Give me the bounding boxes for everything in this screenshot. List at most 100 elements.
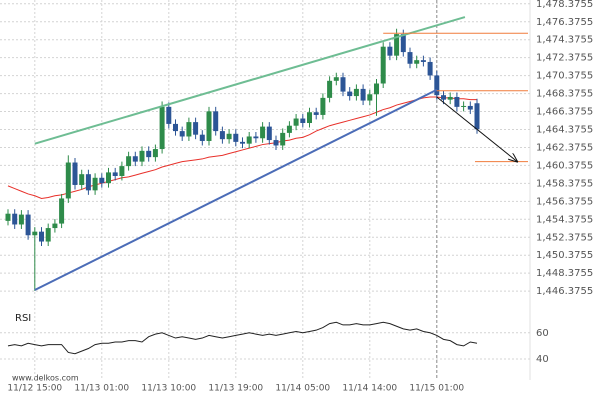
- candle-body: [360, 88, 366, 101]
- candle-body: [467, 105, 473, 110]
- candle-body: [12, 213, 18, 225]
- y-tick-label: 1,466.3755: [536, 107, 593, 118]
- y-tick-label: 1,464.3755: [536, 125, 593, 136]
- trend-line: [34, 88, 438, 291]
- candle-body: [347, 91, 353, 97]
- candle-body: [374, 83, 379, 95]
- candle-body: [260, 126, 266, 139]
- candle-body: [441, 95, 446, 100]
- candle-body: [327, 80, 333, 98]
- candle-body: [380, 46, 386, 84]
- candle-body: [52, 223, 58, 229]
- y-tick-label: 1,452.3755: [536, 232, 593, 243]
- trend-line: [34, 16, 466, 145]
- candle-body: [394, 34, 400, 56]
- candle-body: [126, 156, 132, 167]
- candle-body: [112, 172, 118, 176]
- candle-body: [226, 133, 232, 140]
- rsi-tick-label: 40: [536, 354, 549, 365]
- candle-body: [246, 136, 252, 144]
- candle-body: [266, 126, 272, 141]
- y-tick-label: 1,456.3755: [536, 196, 593, 207]
- candle-body: [99, 177, 105, 184]
- candle-body: [367, 94, 373, 101]
- candle-body: [199, 134, 205, 141]
- candle-body: [146, 150, 152, 158]
- candle-body: [474, 103, 480, 130]
- y-tick-label: 1,450.3755: [536, 250, 593, 261]
- candle-body: [45, 228, 51, 242]
- candle-body: [18, 214, 24, 225]
- x-tick-label: 11/13 19:00: [208, 384, 263, 394]
- candle-body: [253, 136, 259, 139]
- candle-body: [400, 34, 406, 53]
- candle-body: [307, 112, 312, 124]
- candle-body: [333, 77, 339, 81]
- candle-body: [72, 162, 78, 185]
- candle-body: [273, 140, 279, 146]
- candle-body: [92, 177, 98, 191]
- x-tick-label: 11/15 01:00: [409, 384, 464, 394]
- candle-body: [106, 172, 111, 184]
- candle-body: [219, 131, 225, 140]
- candle-body: [407, 52, 413, 64]
- candle-body: [233, 133, 239, 142]
- candle-body: [39, 231, 44, 242]
- candle-body: [387, 46, 393, 56]
- candle-body: [173, 123, 178, 132]
- candle-body: [25, 214, 31, 236]
- candle-body: [427, 61, 433, 76]
- candle-body: [139, 150, 145, 162]
- candle-body: [85, 174, 91, 191]
- watermark: www.delkos.com: [12, 374, 79, 383]
- candle-body: [179, 131, 185, 137]
- rsi-line: [7, 321, 478, 355]
- candle-body: [286, 125, 292, 133]
- candle-body: [313, 112, 319, 115]
- y-tick-label: 1,462.3755: [536, 142, 593, 153]
- x-tick-label: 11/12 15:00: [7, 384, 62, 394]
- y-tick-label: 1,454.3755: [536, 214, 593, 225]
- candle-body: [414, 60, 420, 64]
- candle-body: [32, 231, 38, 236]
- candle-body: [447, 96, 453, 100]
- y-tick-label: 1,458.3755: [536, 178, 593, 189]
- candle-body: [280, 132, 286, 146]
- candle-body: [454, 96, 460, 107]
- candle-body: [159, 106, 165, 150]
- candle-body: [166, 106, 172, 124]
- y-tick-label: 1,448.3755: [536, 268, 593, 279]
- candle-body: [213, 111, 219, 132]
- candle-body: [65, 162, 71, 199]
- y-tick-label: 1,478.3755: [536, 0, 593, 10]
- x-tick-label: 11/14 14:00: [342, 384, 397, 394]
- y-tick-label: 1,472.3755: [536, 53, 593, 64]
- candle-body: [240, 141, 245, 144]
- x-tick-label: 11/13 01:00: [74, 384, 129, 394]
- candle-body: [420, 60, 426, 62]
- candle-body: [353, 88, 359, 97]
- candle-body: [206, 111, 212, 141]
- candle-body: [434, 75, 440, 96]
- candle-body: [340, 77, 346, 92]
- rsi-label: RSI: [15, 313, 31, 324]
- candle-body: [5, 213, 11, 221]
- y-tick-label: 1,474.3755: [536, 35, 593, 46]
- candle-body: [152, 149, 158, 158]
- y-tick-label: 1,476.3755: [536, 17, 593, 28]
- candle-body: [320, 97, 326, 115]
- candle-body: [119, 166, 125, 176]
- candle-body: [186, 122, 192, 137]
- y-tick-label: 1,446.3755: [536, 286, 593, 297]
- candle-body: [79, 174, 85, 185]
- x-tick-label: 11/14 05:00: [275, 384, 330, 394]
- candle-body: [293, 118, 299, 126]
- candle-body: [59, 198, 65, 224]
- y-tick-label: 1,468.3755: [536, 89, 593, 100]
- y-tick-label: 1,460.3755: [536, 160, 593, 171]
- candle-body: [132, 156, 138, 162]
- rsi-tick-label: 60: [536, 328, 549, 339]
- candle-body: [300, 118, 306, 124]
